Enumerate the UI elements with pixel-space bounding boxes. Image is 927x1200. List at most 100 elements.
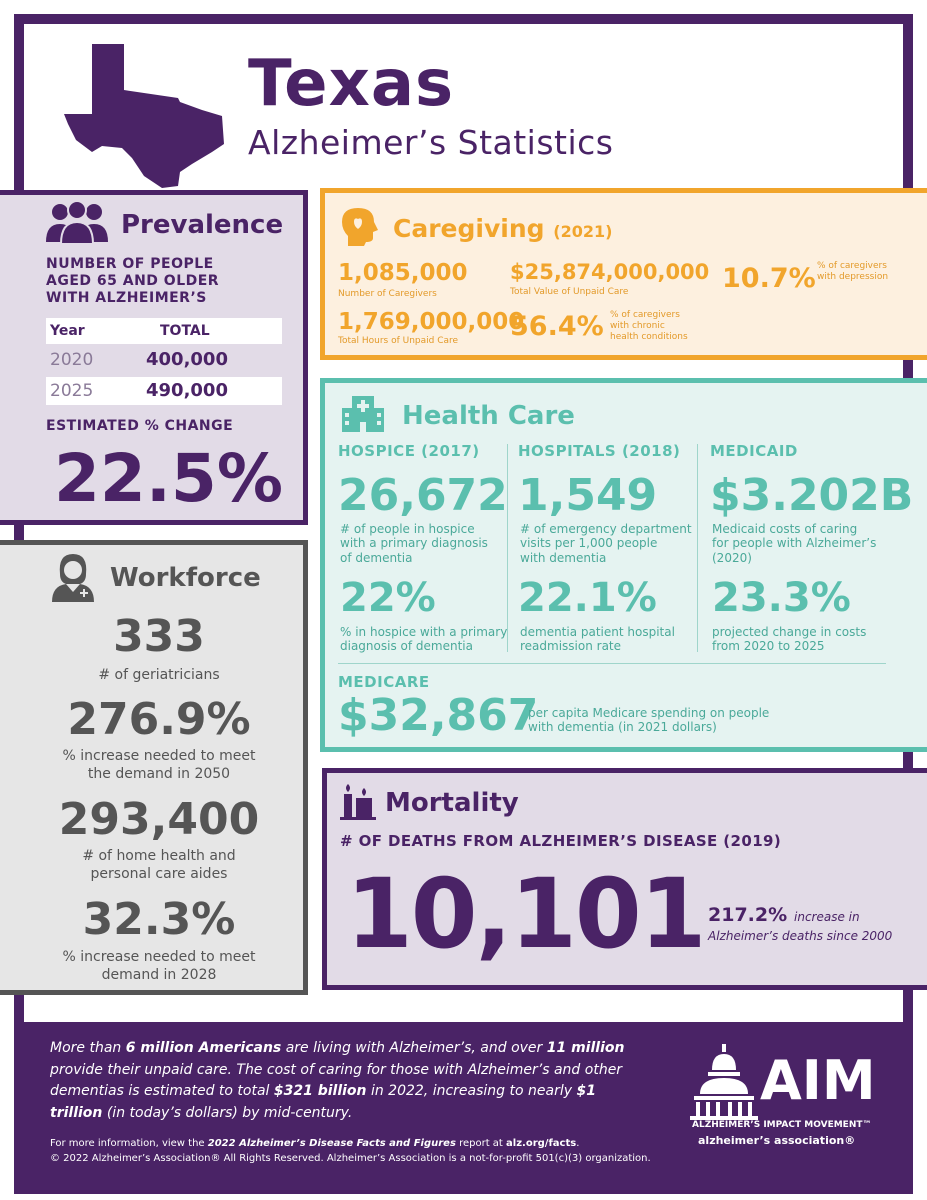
footer-panel xyxy=(24,1022,903,1184)
page-subtitle: Alzheimer’s Statistics xyxy=(248,123,614,162)
stat-label: the demand in 2050 xyxy=(87,766,231,782)
column-divider xyxy=(507,444,508,652)
stat-label-line: with dementia xyxy=(520,550,607,565)
row-year: 2020 xyxy=(50,350,94,370)
stat-value: 276.9% xyxy=(67,694,251,745)
stat-label-line: % of caregivers xyxy=(610,310,680,320)
stat-value: 32.3% xyxy=(82,894,236,945)
stat-label-line: projected change in costs xyxy=(712,625,867,639)
stat-label-line: % of caregivers xyxy=(817,261,887,271)
stat-label: # of people in hospice with a primary di… xyxy=(340,522,488,565)
prevalence-subtitle-line: NUMBER OF PEOPLE xyxy=(46,256,214,272)
stat-label: Number of Caregivers xyxy=(338,289,437,299)
stat-label: Total Hours of Unpaid Care xyxy=(338,336,459,346)
alz-association-logo: alzheimer’s association® xyxy=(698,1134,856,1147)
stat-label: Total Value of Unpaid Care xyxy=(510,287,629,297)
change-value: 22.5% xyxy=(54,440,283,517)
stat-label: % increase needed to meet xyxy=(62,748,256,764)
stat-label-line: dementia patient hospital xyxy=(520,625,675,639)
healthcare-panel xyxy=(320,378,927,752)
column-divider xyxy=(697,444,698,652)
footer-text-part: provide their unpaid care. The cost of c… xyxy=(50,1061,623,1100)
aim-logo-subtitle: ALZHEIMER’S IMPACT MOVEMENT™ xyxy=(692,1120,872,1130)
stat-label: # of home health and xyxy=(82,848,236,864)
footer-text-bold: 11 million xyxy=(546,1040,625,1056)
frame-bottom-border xyxy=(14,1184,913,1194)
caregiving-year: (2021) xyxy=(553,222,613,241)
stat-label-line: visits per 1,000 people xyxy=(520,536,658,551)
row-year: 2025 xyxy=(50,381,94,401)
stat-label: personal care aides xyxy=(90,866,228,882)
report-link[interactable]: alz.org/facts xyxy=(506,1138,577,1149)
footer-summary: More than 6 million Americans are living… xyxy=(50,1038,650,1125)
stat-label-line: # of people in hospice xyxy=(340,522,475,536)
report-title: 2022 Alzheimer’s Disease Facts and Figur… xyxy=(207,1138,456,1149)
prevalence-subtitle-line: WITH ALZHEIMER’S xyxy=(46,289,207,306)
frame-top-border xyxy=(14,14,913,24)
footer-text-bold: 6 million Americans xyxy=(125,1040,282,1056)
candles-icon xyxy=(340,784,376,820)
medicare-heading: MEDICARE xyxy=(338,673,430,691)
footer-text-part: are living with Alzheimer’s, and over xyxy=(281,1040,547,1056)
healthcare-title: Health Care xyxy=(402,401,575,431)
stat-label: % of caregivers with depression xyxy=(817,261,888,283)
caregiving-title-text: Caregiving xyxy=(393,214,545,243)
doctor-icon xyxy=(52,554,94,602)
capitol-dome-icon xyxy=(690,1044,758,1120)
stat-label-line: from 2020 to 2025 xyxy=(712,639,825,654)
stat-label-line: for people with Alzheimer’s xyxy=(712,536,877,551)
stat-label-line: with depression xyxy=(817,271,889,282)
stat-label-line: (2020) xyxy=(712,550,752,565)
stat-value: 23.3% xyxy=(712,575,851,621)
stat-value: 10.7% xyxy=(722,263,816,294)
footer-text-part: in 2022, increasing to nearly xyxy=(366,1083,577,1100)
footer-text-bold: $321 billion xyxy=(273,1083,367,1100)
hospital-icon xyxy=(342,396,384,432)
stat-label: % increase needed to meet xyxy=(62,949,256,965)
row-total: 490,000 xyxy=(146,380,228,401)
stat-label-line: % in hospice with a primary xyxy=(340,625,508,639)
mortality-panel xyxy=(322,768,927,990)
aim-logo-text: AIM xyxy=(760,1049,876,1112)
stat-label: Medicaid costs of caring for people with… xyxy=(712,522,876,565)
stat-label-line: of dementia xyxy=(340,550,413,565)
caregiving-panel xyxy=(320,188,927,360)
stat-label-line: with dementia (in 2021 dollars) xyxy=(528,720,717,735)
stat-label-line: Medicaid costs of caring xyxy=(712,522,858,536)
footer-info-part: report at xyxy=(455,1138,507,1149)
footer-text-part: More than xyxy=(50,1040,126,1056)
footer-info: For more information, view the 2022 Alzh… xyxy=(50,1136,690,1166)
stat-value: 1,085,000 xyxy=(338,260,468,286)
column-heading: HOSPITALS (2018) xyxy=(518,442,681,460)
stat-label: % of caregivers with chronic health cond… xyxy=(610,310,688,342)
stat-value: 26,672 xyxy=(338,470,508,521)
texas-map-icon xyxy=(64,44,224,188)
footer-text-part: (in today’s dollars) by mid-century. xyxy=(102,1105,353,1122)
stat-value: 1,769,000,000 xyxy=(338,309,525,335)
stat-label: dementia patient hospital readmission ra… xyxy=(520,625,675,654)
prevalence-title: Prevalence xyxy=(121,210,284,240)
stat-label-line: health conditions xyxy=(610,331,688,342)
workforce-panel xyxy=(0,540,308,995)
footer-info-part: For more information, view the xyxy=(50,1138,208,1149)
mortality-subtitle: # OF DEATHS FROM ALZHEIMER’S DISEASE (20… xyxy=(340,832,782,850)
prevalence-subtitle-line: AGED 65 AND OLDER xyxy=(46,272,220,289)
prevalence-subtitle: NUMBER OF PEOPLE AGED 65 AND OLDER WITH … xyxy=(46,256,219,306)
stat-label: # of emergency department visits per 1,0… xyxy=(520,522,692,565)
column-heading: MEDICAID xyxy=(710,442,798,460)
footer-info-part: . xyxy=(576,1138,580,1149)
footer-text-bold: $1 trillion xyxy=(50,1083,596,1122)
stat-label: projected change in costs from 2020 to 2… xyxy=(712,625,866,654)
stat-label: # of geriatricians xyxy=(98,667,220,683)
stat-value: $3.202B xyxy=(710,470,914,521)
people-icon xyxy=(46,202,108,244)
column-heading: HOSPICE (2017) xyxy=(338,442,480,460)
stat-value: 293,400 xyxy=(58,794,260,845)
stat-label-line: diagnosis of dementia xyxy=(340,639,473,654)
stat-value: 333 xyxy=(113,611,205,662)
increase-value: 217.2% xyxy=(708,904,788,926)
row-total: 400,000 xyxy=(146,349,228,370)
mortality-title: Mortality xyxy=(385,788,519,818)
stat-label: demand in 2028 xyxy=(101,967,217,983)
mortality-value: 10,101 xyxy=(346,858,706,970)
